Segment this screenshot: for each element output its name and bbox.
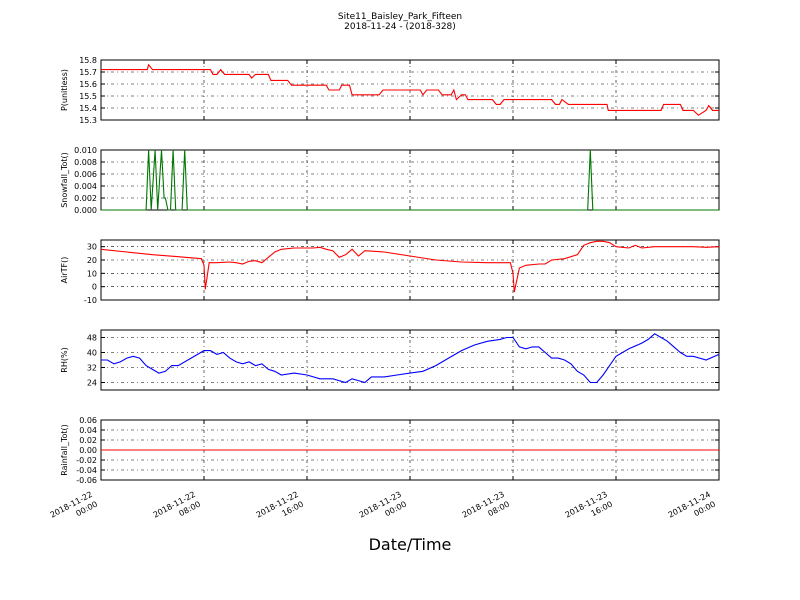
x-axis-label: Date/Time [369, 535, 452, 554]
y-tick-label-3-3: 48 [87, 334, 97, 343]
x-tick-label-3: 2018-11-2300:00 [358, 490, 408, 529]
y-tick-label-1-2: 0.004 [74, 182, 97, 191]
series-line-3 [101, 333, 720, 384]
y-tick-label-0-1: 15.4 [79, 104, 97, 113]
y-tick-label-2-1: 0 [92, 283, 97, 292]
y-tick-label-0-5: 15.8 [79, 56, 97, 65]
series-line-2 [100, 240, 720, 293]
y-axis-label-0: P(unitless) [60, 69, 69, 111]
y-tick-label-0-4: 15.7 [79, 68, 97, 77]
series-line-1 [101, 149, 719, 211]
y-tick-label-2-2: 10 [87, 269, 97, 278]
y-axis-label-3: RH(%) [60, 347, 69, 372]
y-tick-label-4-1: -0.04 [76, 466, 97, 475]
chart-subtitle: 2018-11-24 - (2018-328) [344, 22, 456, 32]
y-tick-label-3-2: 40 [87, 349, 97, 358]
y-tick-label-2-0: -10 [84, 296, 97, 305]
y-axis-label-2: AirTF() [60, 257, 69, 284]
y-tick-label-4-6: 0.06 [79, 416, 97, 425]
y-tick-label-2-3: 20 [87, 256, 97, 265]
y-tick-label-0-3: 15.6 [79, 80, 97, 89]
y-tick-label-2-4: 30 [87, 243, 97, 252]
y-tick-label-4-3: 0.00 [79, 446, 97, 455]
x-tick-label-0: 2018-11-2200:00 [49, 490, 99, 529]
y-tick-label-3-0: 24 [87, 379, 97, 388]
y-tick-label-0-0: 15.3 [79, 116, 97, 125]
x-tick-label-5: 2018-11-2316:00 [564, 490, 614, 529]
y-tick-label-1-1: 0.002 [74, 194, 97, 203]
y-tick-label-4-0: -0.06 [76, 476, 97, 485]
y-tick-label-1-3: 0.006 [74, 170, 97, 179]
y-tick-label-4-5: 0.04 [79, 426, 97, 435]
y-tick-label-1-5: 0.010 [74, 146, 97, 155]
y-tick-label-4-4: 0.02 [79, 436, 97, 445]
series-line-0 [101, 63, 719, 116]
y-tick-label-1-0: 0.000 [74, 206, 97, 215]
y-tick-label-4-2: -0.02 [76, 456, 97, 465]
y-tick-label-1-4: 0.008 [74, 158, 97, 167]
x-tick-label-6: 2018-11-2400:00 [667, 490, 717, 529]
x-tick-label-2: 2018-11-2216:00 [255, 490, 305, 529]
y-tick-label-0-2: 15.5 [79, 92, 97, 101]
chart-title: Site11_Baisley_Park_Fifteen [338, 12, 462, 22]
y-axis-label-4: Rainfall_Tot() [60, 424, 69, 476]
x-tick-label-1: 2018-11-2208:00 [152, 490, 202, 529]
y-tick-label-3-1: 32 [87, 364, 97, 373]
x-tick-label-4: 2018-11-2308:00 [461, 490, 511, 529]
y-axis-label-1: Snowfall_Tot() [60, 152, 69, 208]
